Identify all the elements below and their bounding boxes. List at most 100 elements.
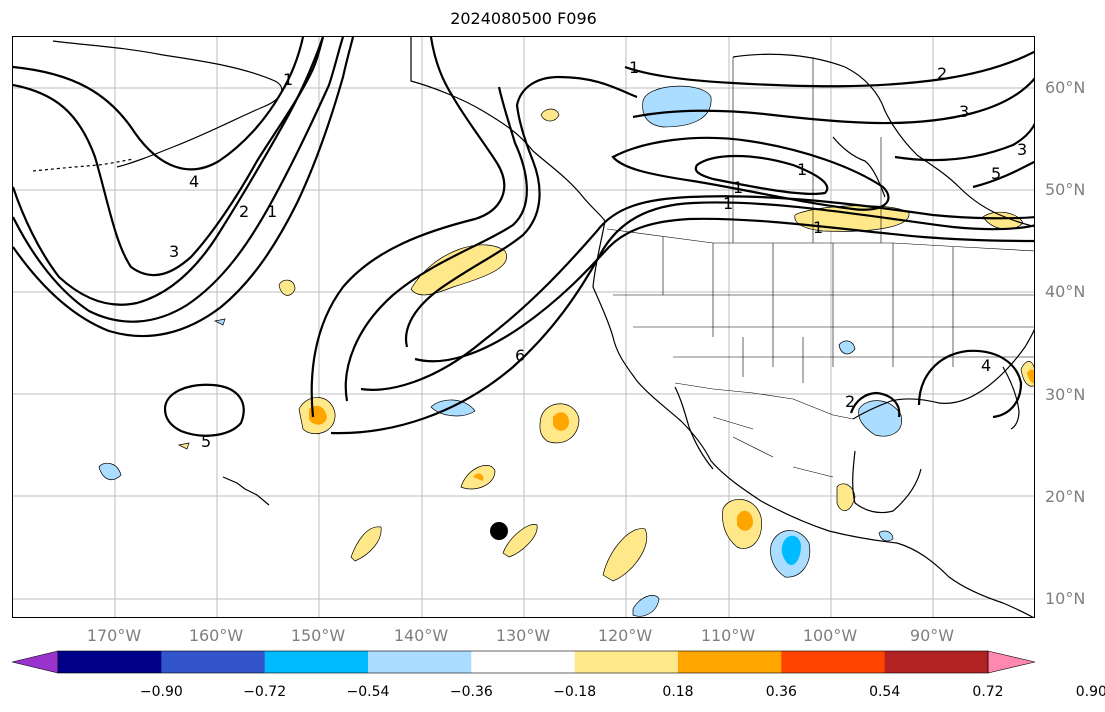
contour-label: 4 bbox=[189, 172, 199, 191]
lon-tick-170w: 170°W bbox=[86, 626, 142, 645]
lat-tick-40n: 40°N bbox=[1045, 282, 1086, 301]
lat-tick-30n: 30°N bbox=[1045, 385, 1086, 404]
contour-label: 2 bbox=[937, 64, 947, 83]
anomaly-area bbox=[737, 510, 753, 531]
anomaly-area bbox=[540, 108, 560, 122]
colorbar-tick-label: 0.36 bbox=[765, 684, 797, 700]
lat-tick-10n: 10°N bbox=[1045, 589, 1086, 608]
anomaly-area bbox=[473, 473, 484, 481]
colorbar-tick-label: −0.90 bbox=[139, 684, 183, 700]
contour-line bbox=[894, 122, 1034, 162]
contour-label: 2 bbox=[239, 202, 249, 221]
contour-label: 6 bbox=[515, 346, 525, 365]
baja-california bbox=[674, 386, 714, 470]
contour-line bbox=[330, 201, 1034, 435]
colorbar-segments bbox=[58, 651, 989, 673]
positive-anomaly-areas bbox=[177, 108, 1034, 582]
lat-tick-20n: 20°N bbox=[1045, 487, 1086, 506]
colorbar-tick-label: −0.72 bbox=[243, 684, 287, 700]
station-marker bbox=[490, 522, 508, 540]
contour-line bbox=[13, 37, 305, 171]
negative-anomaly-areas bbox=[98, 85, 902, 617]
contour-labels: 1 2 3 4 5 6 1 2 3 5 1 1 1 1 2 4 1 3 bbox=[169, 58, 1027, 451]
contour-line bbox=[405, 75, 638, 348]
contour-line bbox=[344, 86, 528, 402]
map-canvas[interactable]: 1 2 3 4 5 6 1 2 3 5 1 1 1 1 2 4 1 3 bbox=[13, 37, 1035, 618]
contour-label: 1 bbox=[813, 218, 823, 237]
gulf-coast bbox=[852, 328, 1034, 420]
contour-line bbox=[611, 136, 890, 211]
anomaly-area bbox=[794, 205, 910, 232]
province-lines bbox=[732, 57, 882, 243]
contour-line bbox=[13, 37, 325, 277]
contour-line bbox=[310, 37, 506, 418]
alaska-coast bbox=[52, 40, 283, 168]
canada-coast bbox=[732, 53, 1034, 228]
map-title: 2024080500 F096 bbox=[450, 9, 597, 28]
alaska-panhandle bbox=[410, 37, 606, 222]
lat-tick-60n: 60°N bbox=[1045, 78, 1086, 97]
contour-label: 1 bbox=[797, 160, 807, 179]
contour-label: 5 bbox=[201, 432, 211, 451]
florida bbox=[1002, 366, 1020, 430]
contour-label: 3 bbox=[169, 242, 179, 261]
colorbar-segment bbox=[58, 651, 162, 673]
us-mexico-border bbox=[674, 382, 854, 420]
colorbar-segment bbox=[884, 651, 989, 673]
anomaly-area bbox=[350, 526, 382, 562]
anomaly-area bbox=[602, 528, 648, 582]
contour-label: 1 bbox=[723, 194, 733, 213]
colorbar-tick-label: −0.36 bbox=[449, 684, 493, 700]
lat-tick-50n: 50°N bbox=[1045, 180, 1086, 199]
anomaly-area bbox=[98, 462, 122, 481]
lon-tick-150w: 150°W bbox=[290, 626, 346, 645]
anomaly-area bbox=[632, 595, 660, 617]
aleutian-chain bbox=[32, 158, 134, 172]
contour-label: 1 bbox=[733, 178, 743, 197]
anomaly-area bbox=[838, 340, 856, 355]
contour-label: 5 bbox=[991, 164, 1001, 183]
lon-tick-110w: 110°W bbox=[700, 626, 756, 645]
contour-line bbox=[13, 37, 345, 323]
anomaly-area bbox=[410, 244, 507, 296]
contour-line bbox=[624, 50, 1034, 88]
gridlines bbox=[13, 37, 1034, 617]
contour-label: 4 bbox=[981, 356, 991, 375]
lon-tick-120w: 120°W bbox=[597, 626, 653, 645]
anomaly-area bbox=[278, 279, 296, 296]
mexico-states bbox=[712, 416, 834, 478]
anomaly-area bbox=[878, 530, 894, 542]
anomaly-area bbox=[177, 442, 190, 450]
contour-label: 1 bbox=[267, 202, 277, 221]
lon-tick-130w: 130°W bbox=[495, 626, 551, 645]
map-frame[interactable]: 1 2 3 4 5 6 1 2 3 5 1 1 1 1 2 4 1 3 bbox=[12, 36, 1035, 618]
colorbar-segment bbox=[264, 651, 369, 673]
contour-lines bbox=[13, 37, 1034, 437]
contour-line bbox=[163, 383, 245, 437]
contour-line bbox=[13, 37, 325, 306]
colorbar-segment bbox=[574, 651, 679, 673]
colorbar-segment bbox=[678, 651, 782, 673]
contour-label: 3 bbox=[1017, 140, 1027, 159]
contour-line bbox=[13, 37, 355, 338]
us-west-coast bbox=[592, 220, 1034, 617]
contour-line bbox=[632, 77, 1034, 125]
colorbar-under-arrow bbox=[11, 650, 59, 674]
colorbar-tick-label: 0.72 bbox=[972, 684, 1004, 700]
colorbar-tick-label: 0.90 bbox=[1075, 684, 1105, 700]
lon-tick-100w: 100°W bbox=[802, 626, 858, 645]
lon-tick-140w: 140°W bbox=[393, 626, 449, 645]
colorbar-outline bbox=[57, 650, 989, 674]
contour-line bbox=[849, 391, 901, 418]
colorbar-segment bbox=[471, 651, 576, 673]
anomaly-area bbox=[213, 318, 226, 326]
coastlines bbox=[32, 37, 1034, 617]
state-lines bbox=[613, 237, 1034, 383]
colorbar bbox=[11, 650, 1036, 674]
colorbar-over-arrow bbox=[987, 650, 1036, 674]
anomaly-area bbox=[836, 483, 856, 511]
anomaly-area bbox=[553, 412, 569, 431]
anomaly-area bbox=[781, 535, 801, 565]
contour-line bbox=[917, 349, 1023, 419]
contour-label: 1 bbox=[629, 58, 639, 77]
